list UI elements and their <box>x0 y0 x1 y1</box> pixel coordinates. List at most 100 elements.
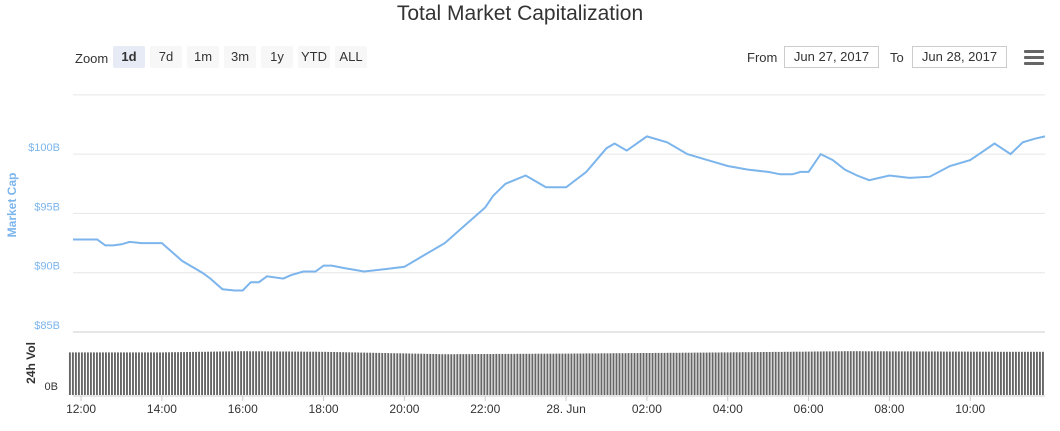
volume-bar <box>393 353 396 395</box>
volume-bar <box>306 351 309 395</box>
x-tick-label: 14:00 <box>147 402 177 416</box>
zoom-1m-button[interactable]: 1m <box>187 46 219 68</box>
volume-bar <box>951 351 954 395</box>
to-date-input[interactable] <box>912 46 1007 68</box>
volume-bar <box>864 351 867 395</box>
volume-bar <box>288 351 291 395</box>
chart-grid <box>73 94 1045 401</box>
zoom-7d-button[interactable]: 7d <box>150 46 182 68</box>
zoom-1d-button[interactable]: 1d <box>113 46 145 68</box>
x-tick-label: 10:00 <box>955 402 985 416</box>
volume-bar <box>71 352 74 395</box>
volume-bar <box>144 352 146 395</box>
volume-bar <box>762 352 765 395</box>
volume-bar <box>360 352 363 395</box>
volume-bar <box>612 353 615 395</box>
volume-bar <box>945 351 948 395</box>
volume-bar <box>543 353 546 395</box>
volume-bar <box>441 354 444 395</box>
volume-bar <box>672 352 675 395</box>
x-tick-label: 08:00 <box>874 402 904 416</box>
volume-bar <box>888 351 891 395</box>
volume-bar <box>141 352 143 395</box>
volume-bar <box>450 354 453 395</box>
volume-bar <box>633 353 636 395</box>
volume-bar <box>1032 351 1035 395</box>
volume-bar <box>369 352 372 395</box>
volume-bar <box>159 352 161 395</box>
volume-bar <box>807 351 810 395</box>
volume-bar <box>936 351 939 395</box>
volume-bar <box>1011 351 1014 395</box>
volume-bar <box>282 351 285 395</box>
zoom-1y-button[interactable]: 1y <box>261 46 293 68</box>
volume-bar <box>168 352 170 395</box>
volume-bar <box>897 351 900 395</box>
x-tick-label: 06:00 <box>794 402 824 416</box>
volume-bar <box>1042 351 1044 395</box>
volume-bar <box>381 353 384 395</box>
volume-bar <box>969 351 972 395</box>
volume-bar <box>630 353 633 395</box>
volume-bar <box>1035 351 1038 395</box>
x-tick-label: 28. Jun <box>546 402 585 416</box>
volume-bar <box>912 351 915 395</box>
volume-bar <box>522 353 525 395</box>
volume-bar <box>729 352 732 395</box>
volume-bar <box>927 351 930 395</box>
volume-bar <box>732 352 735 395</box>
x-tick-label: 02:00 <box>632 402 662 416</box>
volume-bar <box>285 351 288 395</box>
volume-bar <box>498 353 501 395</box>
volume-bar <box>378 352 381 395</box>
zoom-3m-button[interactable]: 3m <box>224 46 256 68</box>
volume-bar <box>768 352 771 395</box>
volume-bar <box>234 351 237 395</box>
volume-bar <box>804 351 807 395</box>
volume-bar <box>207 351 210 395</box>
volume-bar <box>570 353 573 395</box>
volume-bar <box>657 352 660 395</box>
from-date-input[interactable] <box>784 46 879 68</box>
volume-bar <box>669 352 672 395</box>
y-tick-label: $100B <box>28 142 60 154</box>
volume-bar <box>351 352 354 395</box>
volume-bar <box>255 351 258 395</box>
volume-bar <box>996 351 999 395</box>
volume-bar <box>816 351 819 395</box>
volume-bar <box>180 352 182 395</box>
volume-bar <box>273 351 276 395</box>
volume-bar <box>645 353 648 395</box>
volume-bar <box>540 353 543 395</box>
volume-bar <box>417 353 420 395</box>
volume-bar <box>348 352 351 395</box>
volume-bar <box>426 353 429 395</box>
volume-bar <box>963 351 966 395</box>
volume-bar <box>342 352 345 395</box>
volume-zero-label: 0B <box>45 381 58 393</box>
volume-bar <box>840 351 843 395</box>
hamburger-menu-icon[interactable] <box>1024 50 1044 66</box>
zoom-all-button[interactable]: ALL <box>335 46 367 68</box>
volume-bar <box>819 351 822 395</box>
volume-bars <box>68 351 1044 395</box>
volume-bar <box>201 351 203 395</box>
volume-bar <box>402 353 405 395</box>
volume-bar <box>777 351 780 395</box>
volume-bar <box>492 354 495 395</box>
volume-bar <box>438 354 441 395</box>
volume-bar <box>900 351 903 395</box>
volume-bar <box>585 353 588 395</box>
volume-bar <box>192 351 194 395</box>
volume-bar <box>459 354 462 395</box>
zoom-ytd-button[interactable]: YTD <box>298 46 330 68</box>
volume-bar <box>885 351 888 395</box>
volume-bar <box>591 353 594 395</box>
volume-bar <box>699 352 702 395</box>
volume-bar <box>462 354 465 395</box>
volume-bar <box>903 351 906 395</box>
volume-bar <box>513 353 516 395</box>
volume-bar <box>86 352 89 395</box>
volume-bar <box>114 352 116 395</box>
volume-bar <box>312 351 315 395</box>
